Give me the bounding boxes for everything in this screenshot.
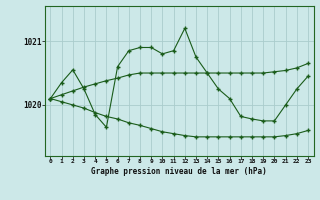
X-axis label: Graphe pression niveau de la mer (hPa): Graphe pression niveau de la mer (hPa): [91, 167, 267, 176]
